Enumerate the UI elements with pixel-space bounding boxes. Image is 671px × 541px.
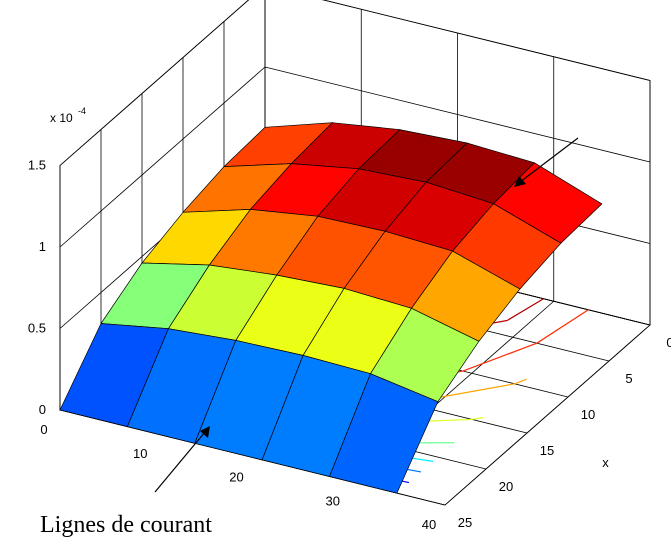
arrow-head [200,426,210,438]
contour-line [536,309,589,344]
y-tick-label: 40 [422,517,436,532]
z-tick-label: 1.5 [28,158,46,173]
x-tick-label: 10 [581,407,595,422]
x-tick-label: 5 [625,371,632,386]
arrows [154,137,579,493]
y-tick-label: 10 [133,446,147,461]
y-tick-label: 0 [40,422,47,437]
annotation-streamlines: Lignes de courant [40,512,212,538]
x-axis-label: x [602,455,609,470]
surface-face [329,373,439,494]
grid-line [59,0,250,166]
grid-line [264,66,651,163]
x-tick-label: 0 [666,335,671,350]
z-tick-label: 0.5 [28,321,46,336]
contour-line [472,416,484,421]
y-tick-label: 30 [326,493,340,508]
y-tick-label: 20 [229,470,243,485]
z-scale: x 10 [50,111,73,125]
z-tick-label: 1 [39,239,46,254]
x-tick-label: 25 [458,515,472,530]
z-tick-label: 0 [39,402,46,417]
x-tick-label: 15 [540,443,554,458]
arrow-line [519,137,579,183]
plot-area: 0 10 20 30 40 0 5 10 15 20 25 0 0.5 1 1.5 x [28,0,671,532]
arrow-head [514,176,526,187]
contour-line [514,378,527,385]
arrow-line [154,431,206,493]
contour-line [506,298,544,322]
contour-line [462,342,538,372]
grid-line [444,324,651,506]
z-scale-exponent: -4 [78,106,86,116]
x-tick-label: 20 [499,479,513,494]
grid-line [322,0,651,81]
grid-line [59,66,266,248]
